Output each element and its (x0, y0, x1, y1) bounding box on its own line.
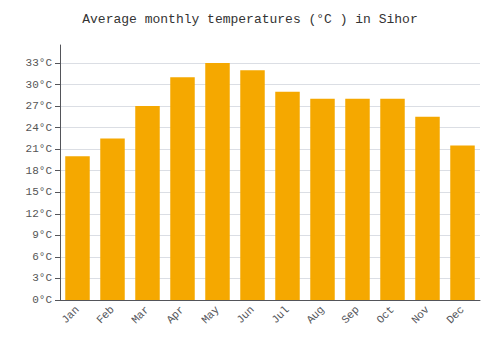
svg-text:30°C: 30°C (26, 79, 53, 91)
svg-text:Mar: Mar (129, 304, 151, 326)
svg-text:27°C: 27°C (26, 100, 53, 112)
svg-text:3°C: 3°C (32, 272, 52, 284)
svg-text:Jul: Jul (269, 304, 291, 326)
svg-text:Nov: Nov (409, 303, 432, 326)
svg-text:Sep: Sep (339, 304, 361, 326)
svg-text:18°C: 18°C (26, 165, 53, 177)
svg-text:9°C: 9°C (32, 229, 52, 241)
svg-text:24°C: 24°C (26, 122, 53, 134)
svg-text:0°C: 0°C (32, 294, 52, 306)
svg-text:Oct: Oct (374, 304, 396, 326)
svg-text:Jun: Jun (234, 304, 256, 326)
svg-text:Feb: Feb (94, 304, 116, 326)
svg-text:Average monthly temperatures (: Average monthly temperatures (°C ) in Si… (82, 12, 417, 27)
svg-text:Apr: Apr (164, 304, 186, 326)
svg-text:Dec: Dec (444, 304, 466, 326)
svg-text:21°C: 21°C (26, 143, 53, 155)
svg-text:15°C: 15°C (26, 186, 53, 198)
svg-text:Aug: Aug (304, 304, 326, 326)
svg-text:33°C: 33°C (26, 57, 53, 69)
svg-text:6°C: 6°C (32, 251, 52, 263)
svg-text:May: May (199, 303, 222, 326)
svg-text:Jan: Jan (59, 304, 81, 326)
svg-text:12°C: 12°C (26, 208, 53, 220)
